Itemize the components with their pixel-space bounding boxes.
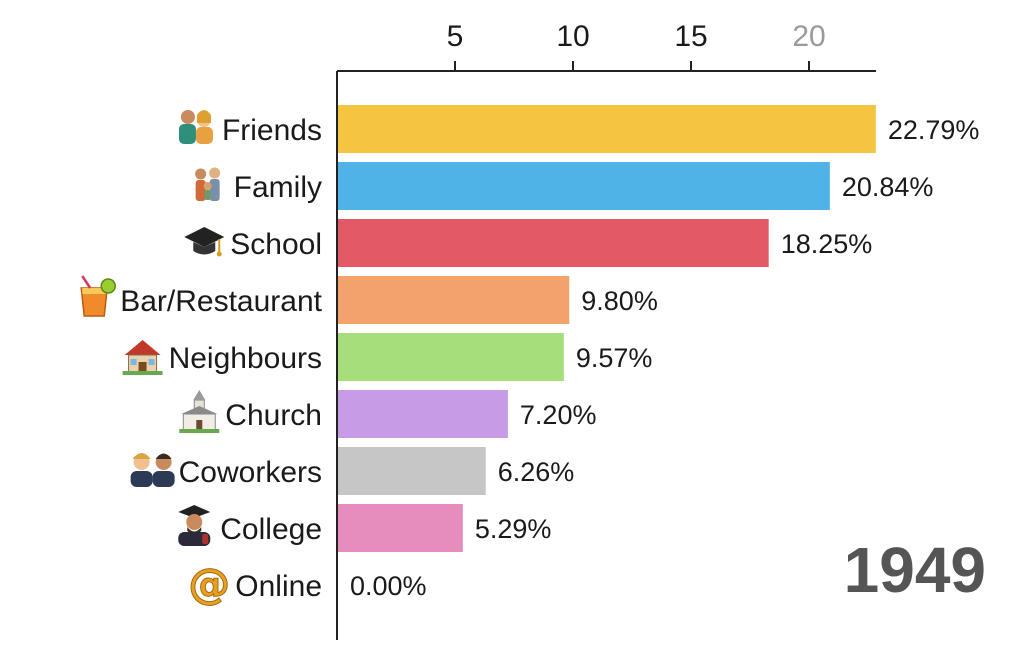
bar-school xyxy=(338,219,769,267)
family-icon xyxy=(195,167,221,201)
value-label: 18.25% xyxy=(781,229,873,259)
x-axis-ticks: 5 10 15 20 xyxy=(447,20,826,71)
category-label: Online xyxy=(235,570,322,603)
svg-text:@: @ xyxy=(188,559,230,608)
x-tick-label: 15 xyxy=(674,20,707,53)
category-label: College xyxy=(220,513,322,546)
value-label: 9.80% xyxy=(581,286,658,316)
graduation-cap-icon xyxy=(184,227,225,257)
value-label: 0.00% xyxy=(350,571,427,601)
couple-icon xyxy=(178,110,213,144)
category-label: Coworkers xyxy=(179,456,322,489)
bar-family xyxy=(338,162,830,210)
value-label: 7.20% xyxy=(520,400,597,430)
category-label: School xyxy=(230,228,322,261)
category-labels: Friends Family School Bar/Restaurant Neighbo… xyxy=(120,114,322,603)
church-icon xyxy=(179,390,220,433)
bar-neighbours xyxy=(338,333,564,381)
category-label: Church xyxy=(225,399,322,432)
bar-church xyxy=(338,390,508,438)
value-label: 20.84% xyxy=(842,172,934,202)
graduate-icon xyxy=(178,505,211,546)
x-tick-label: 10 xyxy=(556,20,589,53)
bar-college xyxy=(338,504,463,552)
house-icon xyxy=(122,340,163,375)
cocktail-icon xyxy=(80,275,116,317)
category-label: Friends xyxy=(222,114,322,147)
x-tick-label: 5 xyxy=(447,20,464,53)
value-label: 6.26% xyxy=(498,457,575,487)
value-labels: 22.79% 20.84% 18.25% 9.80% 9.57% 7.20% 6.26% 5.… xyxy=(350,115,979,601)
bar-bar-restaurant xyxy=(338,276,570,324)
coworkers-icon xyxy=(130,453,175,487)
category-label: Bar/Restaurant xyxy=(120,285,322,318)
category-label: Neighbours xyxy=(169,342,322,375)
category-icons: @ xyxy=(80,110,231,609)
at-sign-icon: @ xyxy=(188,559,231,609)
value-label: 22.79% xyxy=(888,115,980,145)
bar-coworkers xyxy=(338,447,486,495)
value-label: 9.57% xyxy=(576,343,653,373)
year-label: 1949 xyxy=(844,534,986,606)
value-label: 5.29% xyxy=(475,514,552,544)
bar-friends xyxy=(338,105,876,153)
category-label: Family xyxy=(234,171,322,204)
bars-group xyxy=(338,105,876,552)
x-tick-label: 20 xyxy=(792,20,825,53)
